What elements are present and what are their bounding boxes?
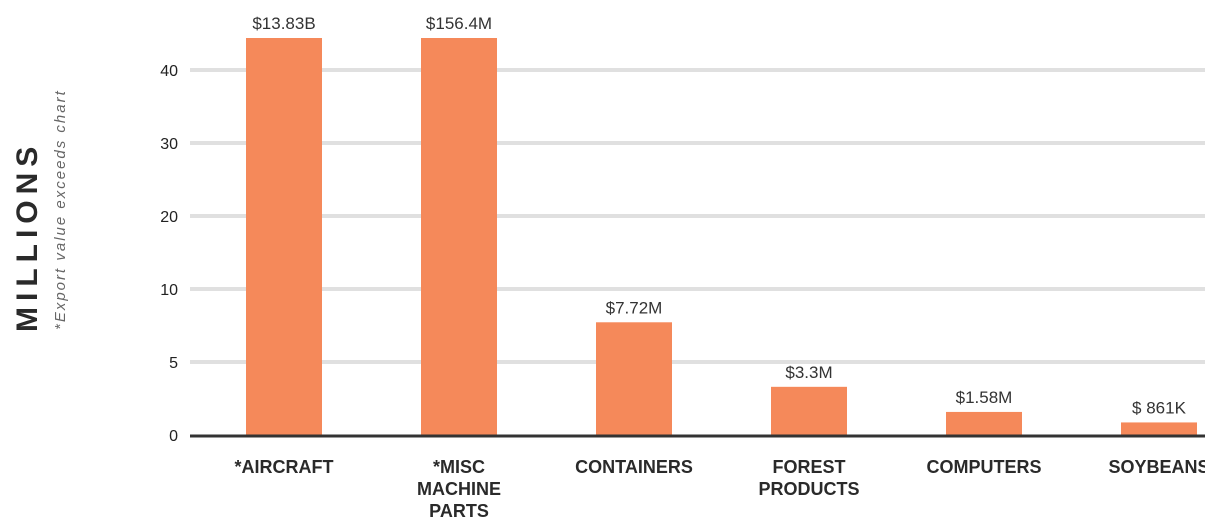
y-axis-title-group: MILLIONS (11, 141, 44, 332)
bar (421, 38, 497, 435)
data-label: $ 861K (1132, 398, 1187, 417)
bars (246, 38, 1197, 435)
data-label: $3.3M (785, 363, 832, 382)
bar (1121, 422, 1197, 435)
bar (946, 411, 1022, 435)
y-tick-label: 40 (160, 63, 178, 80)
category-label: *MISC MACHINE PARTS (417, 457, 501, 521)
bar (596, 322, 672, 435)
y-tick-label: 20 (160, 209, 178, 226)
grid-lines (190, 68, 1205, 364)
y-tick-labels: 0 5 10 20 30 40 (160, 63, 178, 445)
y-tick-label: 5 (169, 355, 178, 372)
bar (246, 38, 322, 435)
data-label: $1.58M (956, 388, 1013, 407)
category-label: *AIRCRAFT (235, 457, 334, 477)
y-tick-label: 10 (160, 282, 178, 299)
y-tick-label: 0 (169, 428, 178, 445)
data-label: $13.83B (252, 14, 315, 33)
bar (771, 386, 847, 435)
category-label: CONTAINERS (575, 457, 693, 477)
y-axis-note: *Export value exceeds chart (52, 89, 69, 330)
category-label: SOYBEANS (1108, 457, 1205, 477)
data-label: $156.4M (426, 14, 492, 33)
y-axis-title: MILLIONS (11, 141, 44, 332)
y-axis-note-group: *Export value exceeds chart (52, 89, 69, 330)
category-label: FOREST PRODUCTS (758, 457, 859, 499)
data-labels: $13.83B $156.4M $7.72M $3.3M $1.58M $ 861K (252, 14, 1186, 417)
data-label: $7.72M (606, 298, 663, 317)
y-tick-label: 30 (160, 136, 178, 153)
category-labels: *AIRCRAFT *MISC MACHINE PARTS CONTAINERS FORE… (235, 457, 1205, 521)
category-label: COMPUTERS (926, 457, 1041, 477)
